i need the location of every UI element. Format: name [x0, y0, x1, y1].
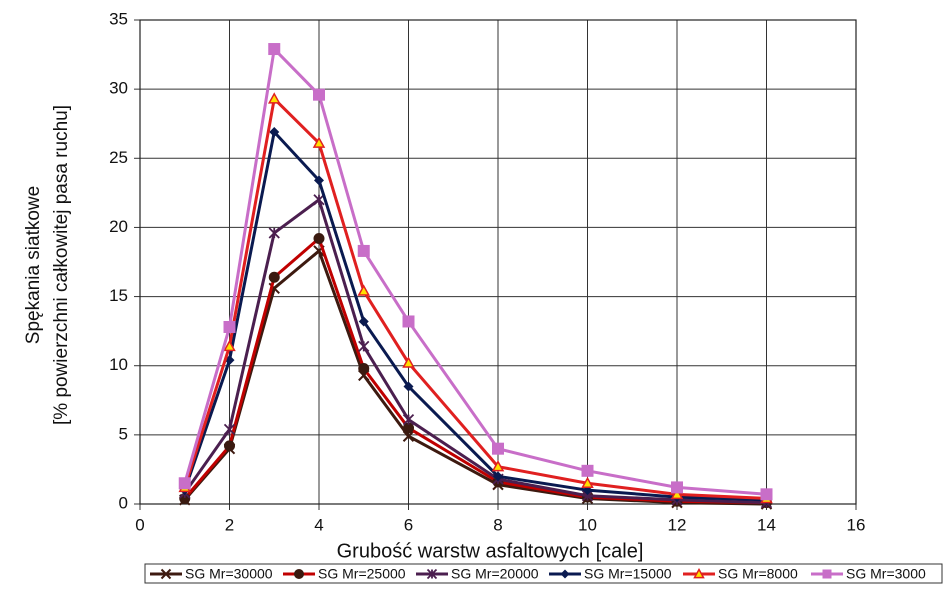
legend-box [144, 563, 943, 584]
marker [670, 487, 684, 500]
x-tick-label: 6 [404, 515, 413, 534]
marker [357, 244, 370, 257]
legend-marker [693, 567, 705, 579]
y-axis-title: [% powierzchni całkowitej pasa ruchu] [51, 105, 72, 425]
marker [403, 381, 414, 392]
marker [178, 477, 191, 490]
x-tick-label: 4 [314, 515, 323, 534]
marker [268, 43, 281, 56]
legend-label: SG Mr=8000 [718, 566, 798, 582]
marker [491, 460, 505, 472]
y-axis-title: Spękania siatkowe [23, 186, 44, 344]
legend-label: SG Mr=3000 [846, 566, 926, 582]
x-tick-label: 10 [578, 515, 597, 534]
marker [268, 227, 280, 239]
series-line [183, 45, 767, 496]
legend-marker [160, 568, 172, 580]
marker [402, 356, 415, 368]
marker [357, 284, 371, 296]
marker [358, 340, 370, 352]
marker [581, 464, 594, 477]
series-line [183, 95, 767, 500]
marker [223, 339, 236, 352]
marker [268, 271, 280, 283]
x-tick-label: 8 [493, 515, 502, 534]
y-tick-label: 20 [109, 217, 128, 236]
x-tick-label: 0 [135, 515, 144, 534]
plot-frame [139, 19, 857, 505]
marker [313, 232, 325, 244]
marker [223, 320, 236, 333]
marker [314, 175, 324, 186]
x-tick-label: 14 [757, 515, 776, 534]
marker [492, 442, 504, 455]
y-tick-label: 0 [119, 493, 128, 512]
x-tick-label: 2 [225, 515, 234, 534]
y-tick-label: 30 [109, 79, 128, 98]
legend-marker [560, 569, 570, 579]
series-line [183, 197, 767, 505]
legend-marker [426, 568, 438, 580]
marker [402, 430, 415, 442]
y-tick-label: 35 [109, 9, 128, 28]
marker [760, 488, 773, 501]
x-tick-label: 12 [668, 515, 687, 534]
marker [581, 476, 594, 489]
marker [402, 414, 415, 426]
marker [223, 423, 236, 435]
marker [269, 127, 280, 138]
marker [313, 194, 325, 206]
legend-marker [822, 569, 832, 579]
y-tick-label: 25 [109, 148, 128, 167]
legend-marker [294, 569, 304, 579]
legend-label: SG Mr=25000 [318, 566, 406, 582]
marker [402, 315, 415, 328]
x-axis-title: Grubość warstw asfaltowych [cale] [337, 540, 644, 562]
y-tick-label: 15 [109, 286, 128, 305]
series-line [183, 128, 767, 502]
legend-label: SG Mr=30000 [185, 566, 273, 582]
marker [493, 471, 503, 482]
x-tick-label: 16 [847, 515, 866, 534]
legend-label: SG Mr=20000 [451, 566, 539, 582]
marker [358, 316, 369, 327]
y-tick-label: 5 [119, 424, 128, 443]
marker [313, 88, 325, 101]
marker [358, 362, 370, 374]
marker [671, 481, 683, 494]
y-tick-label: 10 [109, 355, 128, 374]
marker [224, 440, 235, 452]
marker [312, 136, 326, 148]
marker [267, 92, 281, 104]
legend-label: SG Mr=15000 [584, 566, 672, 582]
